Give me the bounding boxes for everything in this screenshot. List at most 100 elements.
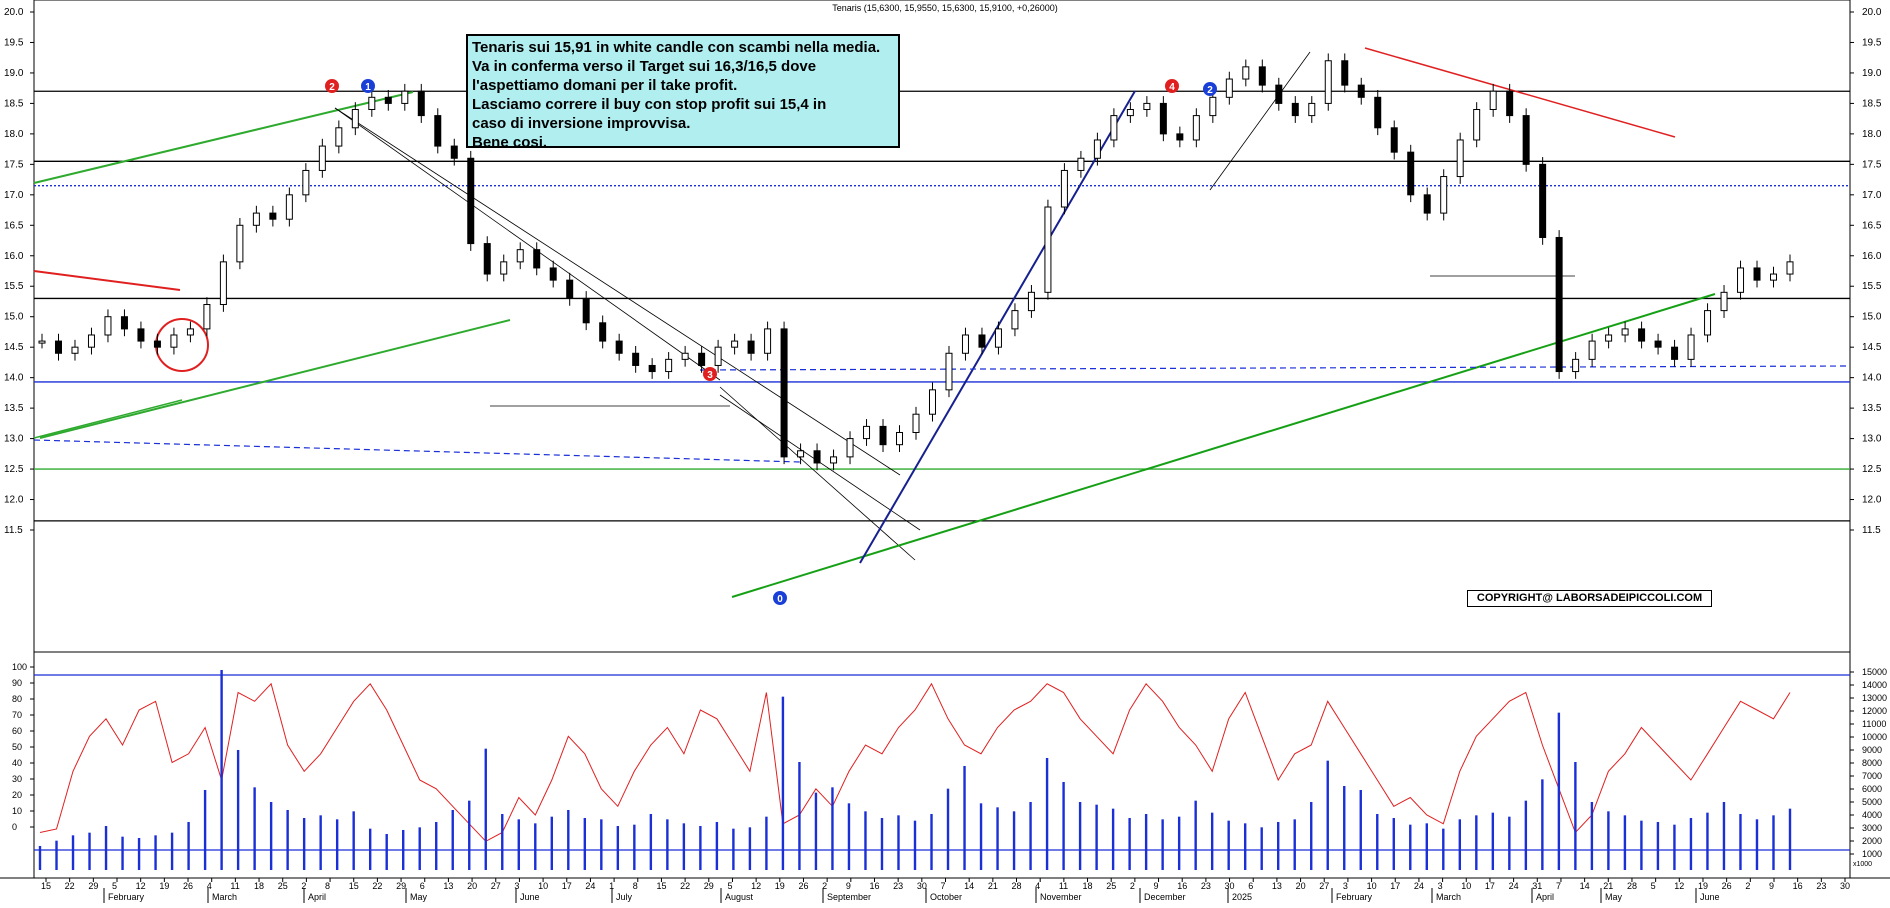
candle-body [87,334,95,348]
candle-body [1506,90,1514,117]
volume-bar [715,822,719,870]
wave-label-text: 0 [777,594,783,605]
candle-body [1159,102,1167,135]
candle-body [1720,291,1728,312]
vol-tick-label: 8000 [1862,758,1882,768]
trend-line [859,90,1136,564]
candle-body [500,261,508,275]
volume-bar [913,820,917,870]
vol-tick-label: 6000 [1862,784,1882,794]
candle-body [384,96,392,104]
candle-body [236,224,244,263]
volume-bar [203,790,207,870]
volume-bar [1128,818,1131,870]
trend-line [33,270,181,291]
wave-label-text: 4 [1169,82,1175,93]
price-tick-label-right: 11.5 [1862,525,1881,536]
volume-bar [1623,815,1627,870]
price-tick-label-left: 13.0 [4,434,24,445]
candle-body [1539,163,1547,238]
day-tick-label: 26 [1722,881,1732,891]
volume-bar [897,815,900,870]
candle-body [120,316,128,330]
volume-bar [187,822,190,870]
day-tick-label: 15 [656,881,666,891]
oscillator-line [39,682,1791,842]
day-tick-label: 30 [1225,881,1235,891]
day-tick-label: 2 [1745,881,1750,891]
month-label: March [212,892,237,902]
volume-bar [484,748,487,870]
day-tick-label: 16 [1793,881,1803,891]
candle-body [516,249,524,263]
indicator-panel-frame [33,651,1851,879]
volume-bar [385,834,388,870]
volume-bar [1788,808,1792,870]
candle-body [302,169,310,196]
candle-body [846,438,854,458]
trend-line [334,107,901,476]
month-label: May [1605,892,1623,902]
day-tick-label: 15 [349,881,359,891]
candle-body [1044,206,1052,293]
day-tick-label: 28 [1627,881,1637,891]
volume-bar [1161,819,1164,870]
candle-body [648,364,656,373]
day-tick-label: 7 [941,881,946,891]
day-tick-label: 10 [538,881,548,891]
day-tick-label: 22 [372,881,382,891]
day-tick-label: 12 [751,881,761,891]
day-tick-label: 3 [1343,881,1348,891]
volume-bar [435,822,438,870]
candle-body [252,212,260,226]
price-tick-label-right: 14.0 [1862,373,1882,384]
candle-body [1275,84,1283,104]
day-tick-label: 12 [1674,881,1684,891]
day-tick-label: 29 [704,881,714,891]
wave-label-marker [361,79,375,93]
osc-tick-label: 100 [12,662,27,672]
price-tick-label-right: 17.0 [1862,190,1882,201]
candle-body [1110,115,1118,141]
volume-bar [1095,804,1098,870]
day-tick-label: 30 [917,881,927,891]
month-label: April [308,892,326,902]
candle-body [335,127,343,147]
volume-bar [1243,823,1247,870]
volume-bar [1012,811,1016,870]
candle-body [928,389,936,415]
candle-body [681,352,689,360]
vol-tick-label: 12000 [1862,706,1887,716]
candle-body [153,340,161,348]
day-tick-label: 18 [254,881,264,891]
candle-body [318,145,326,171]
day-tick-label: 6 [420,881,425,891]
wave-label-marker [325,79,339,93]
volume-bar [236,750,240,870]
volume-bar [979,803,983,870]
day-tick-label: 11 [230,881,239,891]
volume-bar [468,800,471,870]
candle-body [1407,151,1415,196]
price-tick-label-left: 12.5 [4,464,24,475]
day-tick-label: 8 [633,881,638,891]
volume-bar [996,807,999,870]
price-tick-label-left: 20.0 [4,7,24,18]
day-tick-label: 19 [775,881,785,891]
vol-tick-label: 2000 [1862,836,1882,846]
candle-body [1176,133,1184,141]
price-tick-label-left: 17.0 [4,190,24,201]
day-tick-label: 29 [88,881,98,891]
candle-body [978,334,986,348]
candle-body [1753,267,1761,281]
volume-bar [1277,822,1280,870]
candle-body [1060,169,1068,208]
vol-tick-label: 3000 [1862,823,1882,833]
day-tick-label: 14 [1580,881,1590,891]
candle-body [714,346,722,366]
osc-tick-label: 50 [12,742,22,752]
candle-body [71,346,79,354]
candle-body [1786,261,1794,275]
osc-tick-label: 90 [12,678,22,688]
trend-line [39,319,511,439]
